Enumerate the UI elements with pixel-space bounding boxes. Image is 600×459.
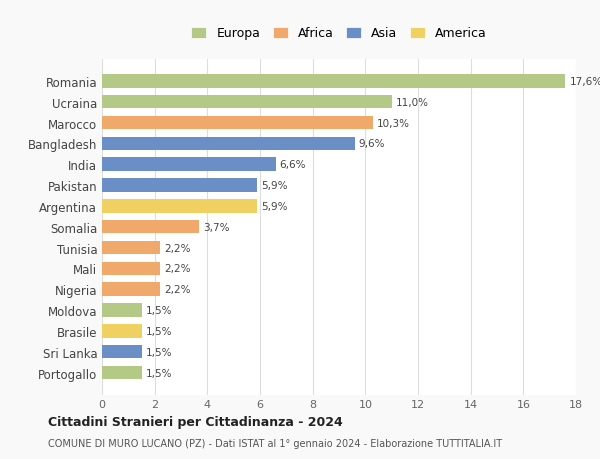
Bar bbox=[102, 200, 257, 213]
Text: 2,2%: 2,2% bbox=[164, 285, 190, 295]
Text: 5,9%: 5,9% bbox=[262, 202, 288, 212]
Bar bbox=[102, 241, 160, 255]
Text: 6,6%: 6,6% bbox=[280, 160, 306, 170]
Bar bbox=[102, 75, 565, 89]
Text: 1,5%: 1,5% bbox=[145, 368, 172, 378]
Text: 3,7%: 3,7% bbox=[203, 222, 230, 232]
Bar bbox=[102, 262, 160, 275]
Bar bbox=[102, 117, 373, 130]
Text: 1,5%: 1,5% bbox=[145, 305, 172, 315]
Bar bbox=[102, 325, 142, 338]
Text: 10,3%: 10,3% bbox=[377, 118, 410, 128]
Text: 2,2%: 2,2% bbox=[164, 264, 190, 274]
Text: 5,9%: 5,9% bbox=[262, 181, 288, 190]
Text: 2,2%: 2,2% bbox=[164, 243, 190, 253]
Bar bbox=[102, 158, 276, 172]
Text: 9,6%: 9,6% bbox=[359, 139, 385, 149]
Bar bbox=[102, 220, 199, 234]
Bar bbox=[102, 179, 257, 192]
Bar bbox=[102, 283, 160, 297]
Legend: Europa, Africa, Asia, America: Europa, Africa, Asia, America bbox=[187, 22, 491, 45]
Text: Cittadini Stranieri per Cittadinanza - 2024: Cittadini Stranieri per Cittadinanza - 2… bbox=[48, 415, 343, 428]
Text: 1,5%: 1,5% bbox=[145, 326, 172, 336]
Text: 17,6%: 17,6% bbox=[569, 77, 600, 87]
Bar bbox=[102, 303, 142, 317]
Bar bbox=[102, 95, 392, 109]
Text: 11,0%: 11,0% bbox=[395, 97, 428, 107]
Bar bbox=[102, 137, 355, 151]
Bar bbox=[102, 366, 142, 380]
Bar bbox=[102, 345, 142, 359]
Text: COMUNE DI MURO LUCANO (PZ) - Dati ISTAT al 1° gennaio 2024 - Elaborazione TUTTIT: COMUNE DI MURO LUCANO (PZ) - Dati ISTAT … bbox=[48, 438, 502, 448]
Text: 1,5%: 1,5% bbox=[145, 347, 172, 357]
